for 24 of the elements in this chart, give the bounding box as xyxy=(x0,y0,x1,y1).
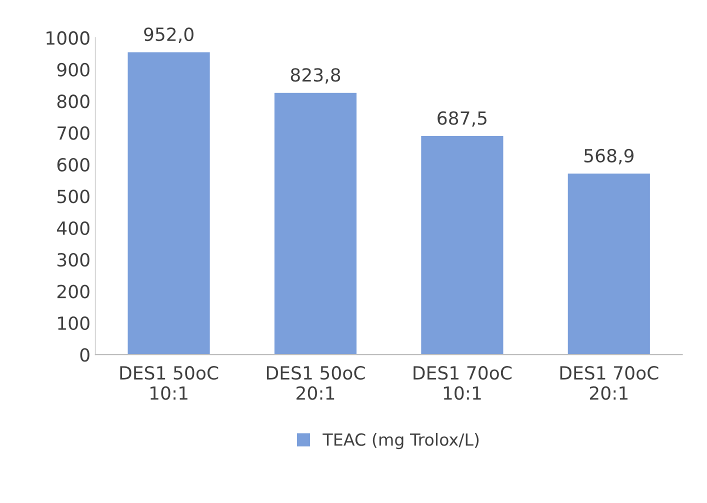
y-tick-label: 700 xyxy=(58,126,90,140)
data-label: 687,5 xyxy=(438,111,486,127)
y-tick-label: 300 xyxy=(57,253,90,267)
legend-label: TEAC (mg Trolox/L) xyxy=(322,432,479,450)
y-tick-label: 100 xyxy=(58,316,90,330)
bar xyxy=(128,52,210,355)
data-label: 823,8 xyxy=(290,68,340,84)
y-tick-label: 400 xyxy=(57,221,90,235)
bar xyxy=(568,174,650,355)
x-tick-label: DES1 70oC 20:1 xyxy=(560,366,658,400)
y-tick-label: 600 xyxy=(57,158,90,172)
bar xyxy=(421,136,504,355)
y-tick-label: 0 xyxy=(80,348,90,362)
x-tick-label: DES1 50oC 10:1 xyxy=(120,366,218,400)
bar xyxy=(274,92,357,355)
y-tick-label: 800 xyxy=(57,94,90,108)
data-label: 952,0 xyxy=(144,27,194,43)
data-label: 568,9 xyxy=(584,148,634,164)
x-tick-label: DES1 50oC 20:1 xyxy=(266,366,365,400)
y-tick-label: 900 xyxy=(57,62,90,77)
y-tick-label: 500 xyxy=(58,190,90,204)
y-tick-label: 200 xyxy=(57,284,90,298)
y-tick-label: 1000 xyxy=(46,31,90,45)
x-tick-label: DES1 70oC 10:1 xyxy=(414,366,512,400)
